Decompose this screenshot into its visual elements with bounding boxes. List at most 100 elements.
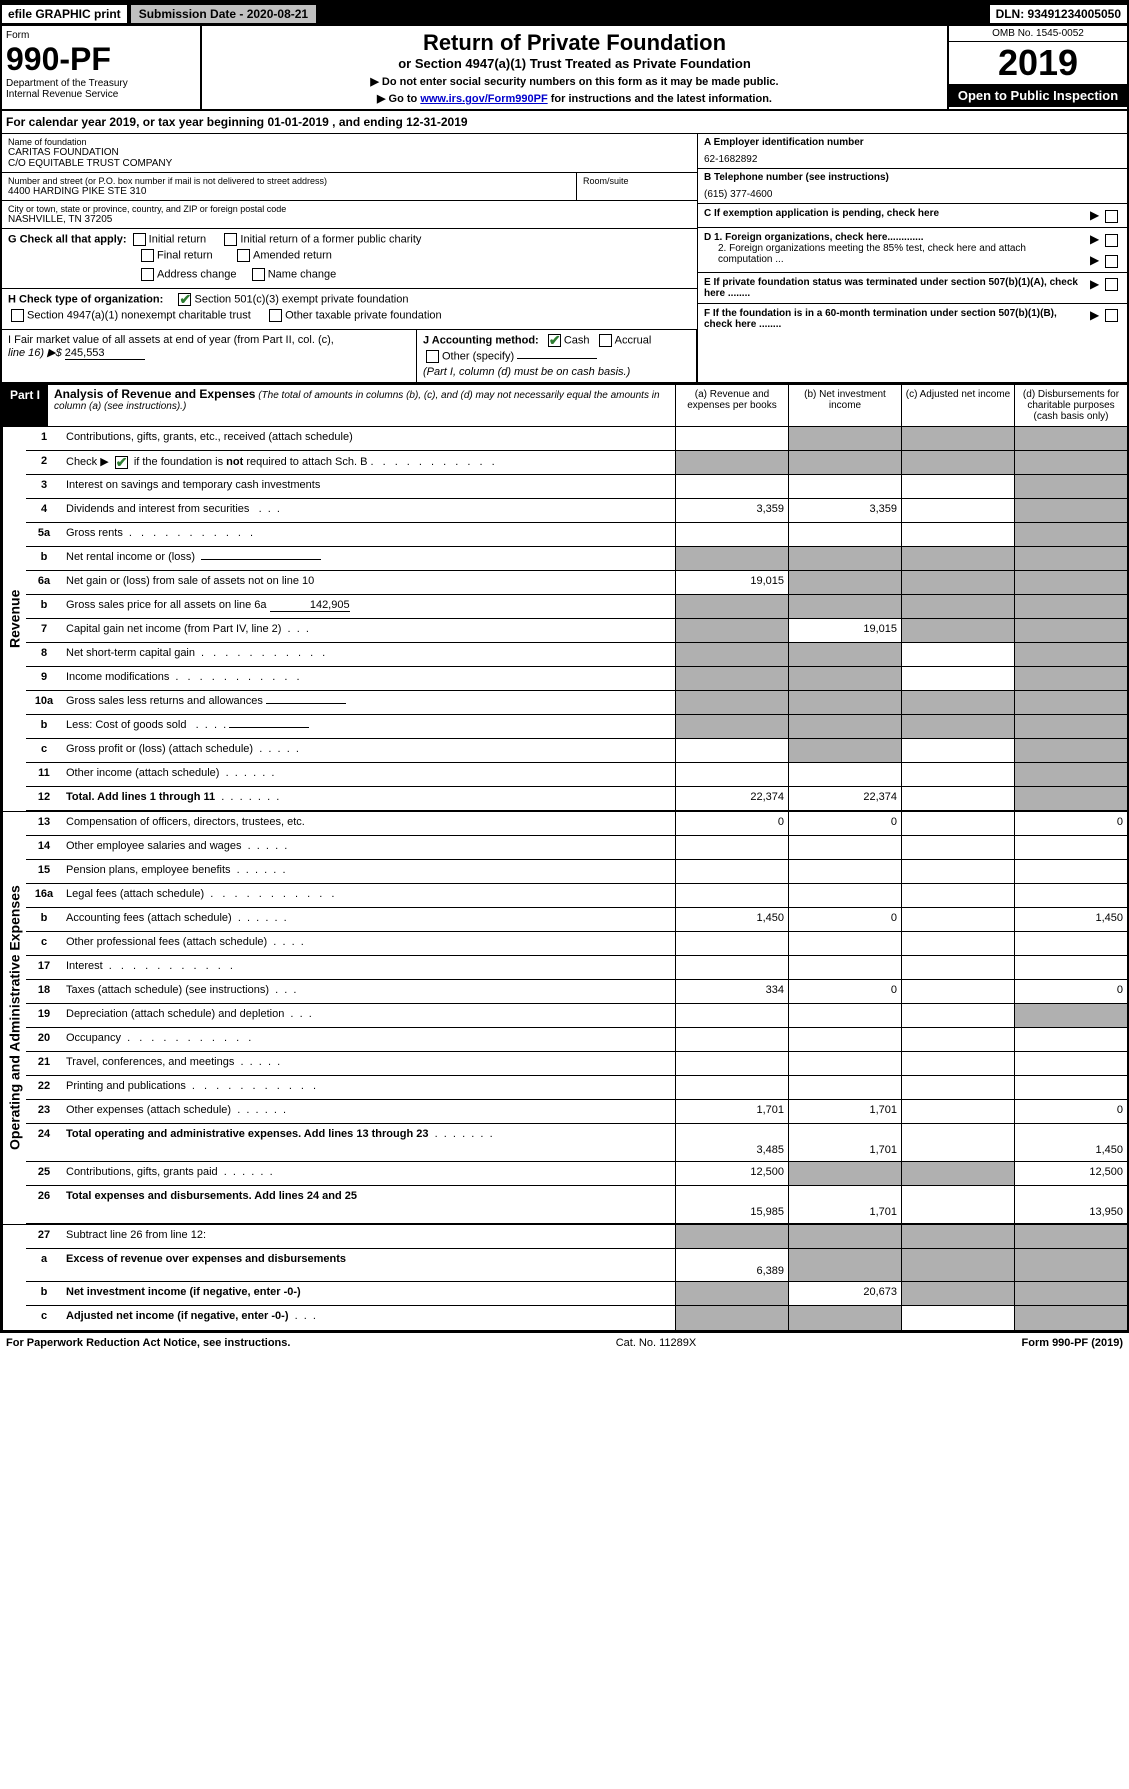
entity-right: A Employer identification number 62-1682…	[697, 134, 1127, 382]
cb-d2[interactable]	[1105, 255, 1118, 268]
i-label: I Fair market value of all assets at end…	[8, 334, 410, 346]
cb-amended[interactable]	[237, 249, 250, 262]
lbl-4947: Section 4947(a)(1) nonexempt charitable …	[27, 309, 251, 321]
lbl-addr-change: Address change	[157, 268, 237, 280]
name-label: Name of foundation	[8, 137, 691, 147]
cb-f[interactable]	[1105, 309, 1118, 322]
city-value: NASHVILLE, TN 37205	[8, 214, 691, 225]
part1-desc: Analysis of Revenue and Expenses (The to…	[48, 385, 675, 426]
cb-other-method[interactable]	[426, 350, 439, 363]
street-address: 4400 HARDING PIKE STE 310	[8, 186, 570, 197]
h-label: H Check type of organization:	[8, 293, 163, 305]
phone-cell: B Telephone number (see instructions) (6…	[698, 169, 1127, 204]
lbl-amended: Amended return	[253, 249, 332, 261]
part1-badge: Part I	[2, 385, 48, 426]
lbl-cash: Cash	[564, 334, 590, 346]
expenses-rows: 13Compensation of officers, directors, t…	[26, 812, 1127, 1224]
line-6a: 6aNet gain or (loss) from sale of assets…	[26, 571, 1127, 595]
blank-side	[2, 1225, 26, 1330]
line-5a: 5aGross rents	[26, 523, 1127, 547]
form-number: 990-PF	[6, 41, 196, 78]
line-21: 21Travel, conferences, and meetings . . …	[26, 1052, 1127, 1076]
line-8: 8Net short-term capital gain	[26, 643, 1127, 667]
cb-initial[interactable]	[133, 233, 146, 246]
other-specify-line	[517, 358, 597, 359]
cb-501c3[interactable]	[178, 293, 191, 306]
sub-title: or Section 4947(a)(1) Trust Treated as P…	[206, 56, 943, 71]
cb-initial-former[interactable]	[224, 233, 237, 246]
line-19: 19Depreciation (attach schedule) and dep…	[26, 1004, 1127, 1028]
i-fmv-value: 245,553	[65, 347, 145, 360]
city-cell: City or town, state or province, country…	[2, 201, 697, 229]
line-20: 20Occupancy	[26, 1028, 1127, 1052]
line-22: 22Printing and publications	[26, 1076, 1127, 1100]
line-27c: cAdjusted net income (if negative, enter…	[26, 1306, 1127, 1330]
expenses-side-label: Operating and Administrative Expenses	[2, 812, 26, 1224]
revenue-rows: 1Contributions, gifts, grants, etc., rec…	[26, 427, 1127, 811]
line-10c: cGross profit or (loss) (attach schedule…	[26, 739, 1127, 763]
line-13: 13Compensation of officers, directors, t…	[26, 812, 1127, 836]
c-label: C If exemption application is pending, c…	[704, 208, 939, 219]
ein-value: 62-1682892	[704, 154, 1121, 165]
line-15: 15Pension plans, employee benefits . . .…	[26, 860, 1127, 884]
cb-4947[interactable]	[11, 309, 24, 322]
ein-label: A Employer identification number	[704, 137, 1121, 148]
expenses-section: Operating and Administrative Expenses 13…	[2, 811, 1127, 1224]
line-27b: bNet investment income (if negative, ent…	[26, 1282, 1127, 1306]
form-header: Form 990-PF Department of the Treasury I…	[2, 26, 1127, 111]
j-label: J Accounting method:	[423, 334, 539, 346]
submission-date: Submission Date - 2020-08-21	[131, 5, 316, 23]
cb-e[interactable]	[1105, 278, 1118, 291]
part1-left: Part I Analysis of Revenue and Expenses …	[2, 385, 675, 426]
cb-schb[interactable]	[115, 456, 128, 469]
cb-other-tax[interactable]	[269, 309, 282, 322]
lbl-final: Final return	[157, 249, 213, 261]
main-title: Return of Private Foundation	[206, 30, 943, 56]
dept-treasury: Department of the Treasury	[6, 78, 196, 89]
arrow-icon: ▶	[1090, 208, 1099, 222]
lbl-other-tax: Other taxable private foundation	[285, 309, 442, 321]
line-9: 9Income modifications	[26, 667, 1127, 691]
addr-label: Number and street (or P.O. box number if…	[8, 176, 570, 186]
line-16c: cOther professional fees (attach schedul…	[26, 932, 1127, 956]
cb-name-change[interactable]	[252, 268, 265, 281]
dept-irs: Internal Revenue Service	[6, 89, 196, 100]
line-27: 27Subtract line 26 from line 12:	[26, 1225, 1127, 1249]
line-23: 23Other expenses (attach schedule) . . .…	[26, 1100, 1127, 1124]
header-right: OMB No. 1545-0052 2019 Open to Public In…	[947, 26, 1127, 109]
line27-rows: 27Subtract line 26 from line 12: aExcess…	[26, 1225, 1127, 1330]
line-11: 11Other income (attach schedule) . . . .…	[26, 763, 1127, 787]
cb-addr-change[interactable]	[141, 268, 154, 281]
cb-cash[interactable]	[548, 334, 561, 347]
line-4: 4Dividends and interest from securities …	[26, 499, 1127, 523]
cb-c[interactable]	[1105, 210, 1118, 223]
name-line1: CARITAS FOUNDATION	[8, 147, 691, 158]
section-g: G Check all that apply: Initial return I…	[2, 229, 697, 289]
irs-link[interactable]: www.irs.gov/Form990PF	[420, 93, 547, 105]
line-10b: bLess: Cost of goods sold . . . .	[26, 715, 1127, 739]
part1-header-row: Part I Analysis of Revenue and Expenses …	[2, 383, 1127, 427]
h-row2: Section 4947(a)(1) nonexempt charitable …	[8, 306, 691, 325]
cb-accrual[interactable]	[599, 334, 612, 347]
street-cell: Number and street (or P.O. box number if…	[2, 173, 577, 200]
lbl-name-change: Name change	[268, 268, 337, 280]
instr-post: for instructions and the latest informat…	[548, 93, 772, 105]
lbl-other-method: Other (specify)	[442, 350, 514, 362]
i-line16: line 16) ▶$	[8, 347, 65, 359]
omb-number: OMB No. 1545-0052	[949, 26, 1127, 42]
header-left: Form 990-PF Department of the Treasury I…	[2, 26, 202, 109]
entity-info-block: Name of foundation CARITAS FOUNDATION C/…	[2, 134, 1127, 383]
cb-final[interactable]	[141, 249, 154, 262]
footer-left: For Paperwork Reduction Act Notice, see …	[6, 1337, 290, 1349]
cb-d1[interactable]	[1105, 234, 1118, 247]
line-18: 18Taxes (attach schedule) (see instructi…	[26, 980, 1127, 1004]
line-5b: bNet rental income or (loss)	[26, 547, 1127, 571]
bottom-section: 27Subtract line 26 from line 12: aExcess…	[2, 1224, 1127, 1330]
j-note: (Part I, column (d) must be on cash basi…	[423, 366, 630, 378]
name-line2: C/O EQUITABLE TRUST COMPANY	[8, 158, 691, 169]
instr-ssn: ▶ Do not enter social security numbers o…	[206, 75, 943, 88]
address-row: Number and street (or P.O. box number if…	[2, 173, 697, 201]
g-row3: Address change Name change	[8, 265, 691, 284]
open-public: Open to Public Inspection	[949, 84, 1127, 107]
section-d: D 1. Foreign organizations, check here..…	[698, 228, 1127, 273]
